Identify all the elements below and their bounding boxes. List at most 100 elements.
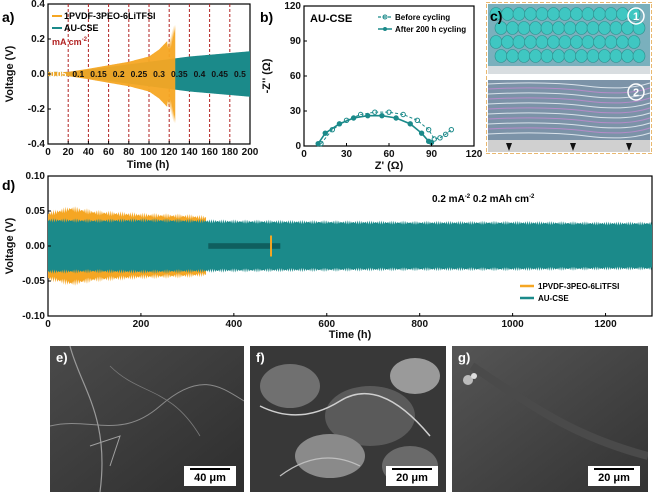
nyquist-point (365, 112, 371, 119)
sem-g-scalebar: 20 μm (588, 466, 640, 486)
sem-f-label: f) (256, 350, 265, 365)
legend-b-after: After 200 h cycling (395, 25, 466, 34)
svg-text:1: 1 (633, 11, 639, 23)
badge-1: 1 (627, 7, 645, 25)
y-tick-label: -0.2 (28, 104, 46, 115)
current-step-label: 0.25 (131, 69, 148, 79)
current-step-label: 0.45 (211, 69, 228, 79)
series-pvdf-band (48, 24, 176, 124)
sem-e-scale-text: 40 μm (194, 472, 226, 484)
panel-c-label: c) (490, 8, 503, 24)
x-tick-label: 60 (383, 149, 395, 160)
panel-b-xlabel: Z' (Ω) (375, 160, 404, 172)
y-tick-label: -0.05 (22, 276, 45, 287)
nyquist-point (379, 112, 385, 119)
x-tick-label: 1000 (501, 319, 524, 330)
y-tick-label: 0.05 (26, 206, 46, 217)
panel-d-ylabel: Voltage (V) (4, 217, 16, 274)
x-tick-label: 100 (141, 147, 158, 158)
y-tick-label: 0 (295, 141, 301, 152)
nyquist-point (414, 117, 421, 124)
y-tick-label: 0.4 (31, 0, 45, 10)
legend-a-orange: 1PVDF-3PEO-6LiTFSI (64, 11, 156, 21)
x-tick-label: 1200 (594, 319, 617, 330)
x-tick-label: 800 (411, 319, 428, 330)
panel-b-legend: Before cycling After 200 h cycling (378, 13, 466, 34)
x-tick-label: 30 (341, 149, 353, 160)
svg-text:2: 2 (633, 87, 639, 99)
panel-d-xlabel: Time (h) (329, 329, 372, 341)
schematic-bottom-layer (488, 80, 650, 140)
x-tick-label: 0 (45, 147, 51, 158)
x-tick-label: 200 (242, 147, 258, 158)
x-tick-label: 0 (45, 319, 51, 330)
x-tick-label: 120 (161, 147, 178, 158)
panel-a-label: a) (2, 9, 14, 25)
sem-e-label: e) (56, 350, 68, 365)
short-circuit-segment (208, 243, 281, 249)
nyquist-point (400, 111, 406, 118)
nyquist-point (431, 136, 438, 142)
x-tick-label: 140 (181, 147, 198, 158)
sem-g-label: g) (458, 350, 471, 365)
legend-a-teal: AU-CSE (64, 23, 99, 33)
current-step-label: 0.35 (171, 69, 188, 79)
y-tick-label: 0.2 (31, 34, 45, 45)
current-step-label: 0.15 (90, 69, 107, 79)
x-tick-label: 0 (301, 149, 307, 160)
panel-d-label: d) (2, 177, 15, 193)
y-tick-label: 120 (284, 1, 301, 12)
x-tick-label: 600 (318, 319, 335, 330)
x-tick-label: 180 (221, 147, 238, 158)
nyquist-after-line (317, 114, 432, 145)
x-tick-label: 200 (133, 319, 150, 330)
legend-b-before: Before cycling (395, 13, 450, 22)
nyquist-point (442, 131, 449, 138)
nyquist-point (407, 121, 413, 127)
x-tick-label: 90 (426, 149, 438, 160)
nyquist-point (350, 115, 357, 121)
x-tick-label: 20 (63, 147, 75, 158)
x-tick-label: 120 (466, 149, 482, 160)
current-step-label: 0.3 (153, 69, 165, 79)
current-step-label: 0.05 (50, 69, 67, 79)
panel-a-ylabel: Voltage (V) (4, 45, 16, 102)
current-step-label: 0.2 (113, 69, 125, 79)
panel-b-nyquist-chart: b) 0 30 60 90 120 0 30 60 90 120 AU-CSE Before cy… (260, 1, 482, 172)
y-tick-label: 30 (290, 106, 302, 117)
sem-f-scale-text: 20 μm (396, 472, 428, 484)
nyquist-point (425, 126, 432, 133)
panel-d-long-cycling-chart: d) 0 200 400 600 800 1000 1200 -0.10 -0.05 0.00 0.… (2, 172, 653, 341)
sem-g-scale-text: 20 μm (598, 472, 630, 484)
x-tick-label: 60 (103, 147, 115, 158)
y-tick-label: 60 (290, 71, 302, 82)
panel-c-schematic: 1 2 (486, 2, 652, 154)
nyquist-point (437, 135, 443, 141)
y-tick-label: 90 (290, 36, 302, 47)
panel-a-legend: 1PVDF-3PEO-6LiTFSI AU-CSE mA cm-2 (52, 11, 156, 47)
nyquist-point (386, 109, 392, 115)
x-tick-label: 40 (83, 147, 95, 158)
schematic-top-electrode (488, 66, 650, 74)
current-step-label: 0.5 (234, 69, 246, 79)
current-step-label: 0.1 (72, 69, 84, 79)
current-step-label: 0.4 (194, 69, 206, 79)
nyquist-point (448, 126, 455, 133)
legend-d-teal: AU-CSE (538, 294, 569, 303)
sem-image-f: f) 20 μm (250, 346, 446, 492)
y-tick-label: 0.00 (26, 241, 46, 252)
nyquist-point (393, 115, 399, 121)
sem-image-e: e) 40 μm (50, 346, 244, 492)
series-au-cse-band (48, 218, 652, 274)
sem-image-g: g) 20 μm (452, 346, 648, 492)
nyquist-point (336, 121, 343, 127)
y-tick-label: 0.10 (26, 172, 46, 182)
y-tick-label: -0.10 (22, 311, 45, 322)
nyquist-point (315, 140, 321, 147)
panel-d-legend: 1PVDF-3PEO-6LiTFSI AU-CSE (520, 282, 619, 303)
badge-2: 2 (627, 83, 645, 101)
panel-b-title: AU-CSE (310, 13, 352, 25)
panel-b-ylabel: -Z'' (Ω) (261, 58, 273, 93)
nyquist-point (322, 130, 328, 136)
nyquist-point (418, 130, 425, 136)
